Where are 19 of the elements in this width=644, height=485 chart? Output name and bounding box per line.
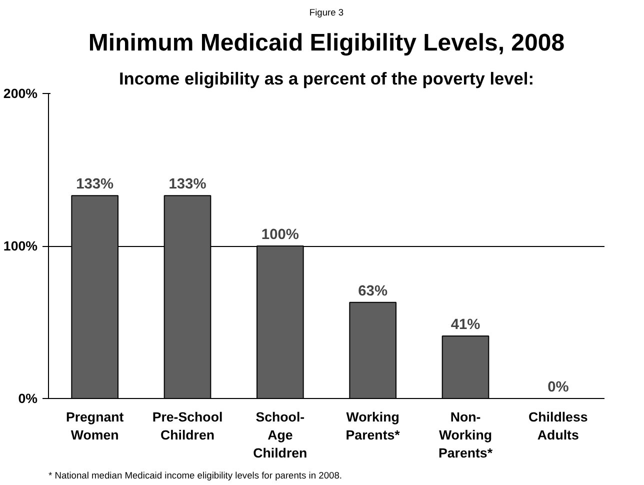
y-tick-label: 200% bbox=[3, 86, 38, 101]
y-tick-label: 100% bbox=[3, 238, 38, 254]
data-label: 41% bbox=[450, 316, 480, 333]
data-label: 133% bbox=[76, 176, 114, 193]
x-tick-label: School- Age Children bbox=[253, 410, 308, 460]
chart-subtitle: Income eligibility as a percent of the poverty level: bbox=[118, 68, 534, 88]
chart-title: Minimum Medicaid Eligibility Levels, 2008 bbox=[88, 30, 565, 56]
y-tick-label: 0% bbox=[18, 391, 38, 406]
x-tick-label: Childless Adults bbox=[528, 410, 588, 442]
x-tick-label: Non- Working Parents* bbox=[438, 410, 494, 460]
x-tick-label: Working Parents* bbox=[346, 410, 401, 442]
data-label: 100% bbox=[261, 227, 299, 243]
x-tick-label: Pre-School Children bbox=[152, 410, 223, 442]
text: * National median Medicaid income eligibility levels for parents in 2008. bbox=[48, 470, 342, 480]
data-label: 133% bbox=[168, 176, 206, 193]
data-label: 0% bbox=[548, 380, 569, 396]
data-label: 63% bbox=[358, 283, 388, 300]
x-tick-label: Pregnant Women bbox=[66, 410, 124, 442]
caption: Figure 3 bbox=[309, 8, 344, 18]
